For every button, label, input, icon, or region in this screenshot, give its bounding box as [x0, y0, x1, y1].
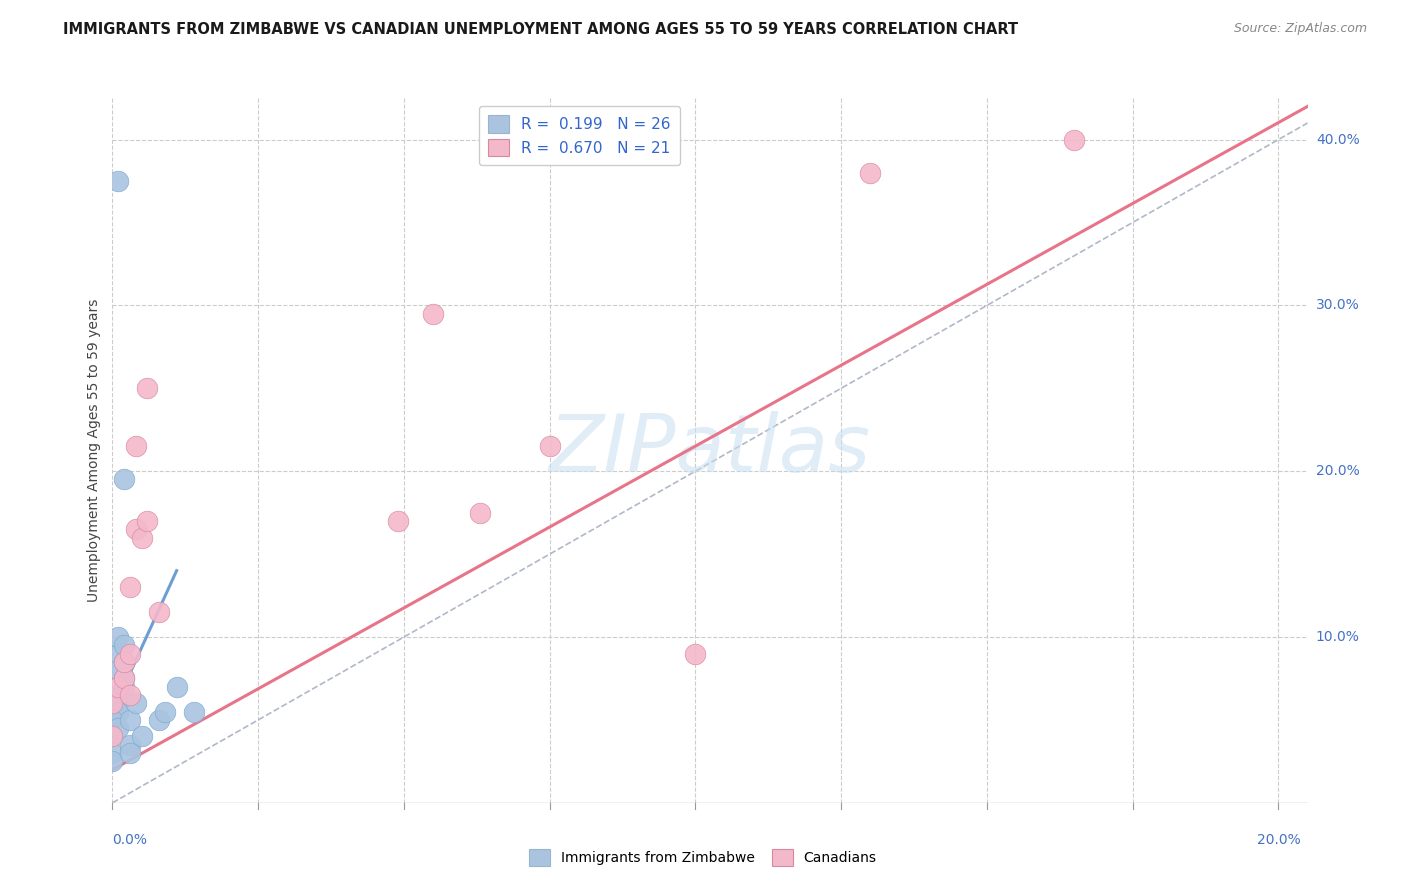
Point [125, 439, 148, 453]
Point [107, 696, 129, 710]
Point [118, 746, 141, 760]
Point [125, 696, 148, 710]
Point [131, 531, 153, 545]
Point [112, 672, 135, 686]
Text: IMMIGRANTS FROM ZIMBABWE VS CANADIAN UNEMPLOYMENT AMONG AGES 55 TO 59 YEARS CORR: IMMIGRANTS FROM ZIMBABWE VS CANADIAN UNE… [63, 22, 1018, 37]
Point [1063, 132, 1085, 146]
Point [101, 696, 124, 710]
Text: 20.0%: 20.0% [1257, 833, 1301, 847]
Point [107, 721, 129, 735]
Legend: R =  0.199   N = 26, R =  0.670   N = 21: R = 0.199 N = 26, R = 0.670 N = 21 [478, 106, 681, 166]
Point [422, 307, 444, 321]
Point [107, 705, 129, 719]
Point [148, 713, 170, 727]
Point [101, 746, 124, 760]
Point [118, 713, 141, 727]
Text: 0.0%: 0.0% [112, 833, 148, 847]
Point [107, 647, 129, 661]
Point [107, 688, 129, 702]
Point [118, 580, 141, 594]
Point [468, 506, 491, 520]
Point [112, 638, 135, 652]
Point [107, 174, 129, 188]
Point [387, 514, 409, 528]
Text: ZIPatlas: ZIPatlas [548, 411, 872, 490]
Point [101, 730, 124, 744]
Point [112, 655, 135, 669]
Point [112, 655, 135, 669]
Text: 20.0%: 20.0% [1316, 464, 1360, 478]
Point [101, 730, 124, 744]
Point [112, 672, 135, 686]
Point [107, 680, 129, 694]
Point [136, 514, 159, 528]
Point [101, 713, 124, 727]
Point [685, 647, 707, 661]
Point [118, 688, 141, 702]
Point [538, 439, 561, 453]
Point [112, 473, 135, 487]
Text: 30.0%: 30.0% [1316, 299, 1360, 312]
Point [859, 166, 882, 180]
Text: 40.0%: 40.0% [1316, 133, 1360, 146]
Text: Source: ZipAtlas.com: Source: ZipAtlas.com [1233, 22, 1367, 36]
Point [118, 738, 141, 752]
Point [107, 630, 129, 644]
Point [125, 522, 148, 536]
Point [107, 663, 129, 677]
Point [131, 730, 153, 744]
Point [148, 605, 170, 619]
Point [153, 705, 176, 719]
Point [112, 680, 135, 694]
Point [101, 755, 124, 769]
Legend: Immigrants from Zimbabwe, Canadians: Immigrants from Zimbabwe, Canadians [523, 844, 883, 871]
Point [118, 647, 141, 661]
Point [136, 381, 159, 395]
Point [166, 680, 188, 694]
Point [183, 705, 205, 719]
Text: 10.0%: 10.0% [1316, 630, 1360, 644]
Y-axis label: Unemployment Among Ages 55 to 59 years: Unemployment Among Ages 55 to 59 years [87, 299, 101, 602]
